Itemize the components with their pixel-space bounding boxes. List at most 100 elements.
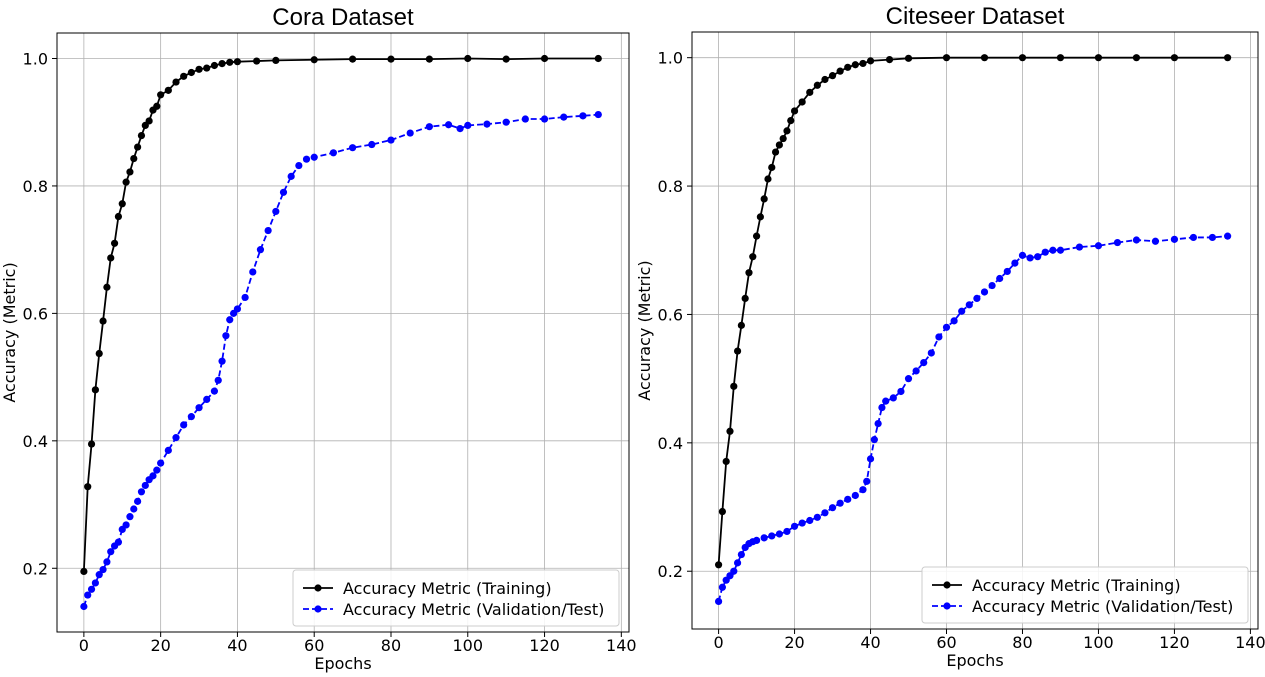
cora-data-point bbox=[126, 168, 134, 176]
citeseer-y-tick-label: 0.4 bbox=[658, 434, 683, 453]
citeseer-data-point bbox=[836, 67, 844, 75]
cora-y-axis-label: Accuracy (Metric) bbox=[0, 262, 19, 402]
cora-y-tick-label: 0.2 bbox=[23, 559, 48, 578]
citeseer-data-point bbox=[1056, 246, 1065, 254]
cora-data-point bbox=[233, 305, 242, 313]
citeseer-data-point bbox=[980, 54, 989, 62]
cora-x-tick-label: 40 bbox=[227, 636, 247, 655]
citeseer-data-point bbox=[775, 141, 783, 149]
citeseer-data-point bbox=[1049, 246, 1057, 254]
citeseer-data-point bbox=[1224, 232, 1232, 240]
citeseer-y-tick-label: 1.0 bbox=[658, 49, 683, 68]
citeseer-data-point bbox=[942, 54, 951, 62]
citeseer-data-point bbox=[1170, 235, 1179, 243]
citeseer-data-point bbox=[733, 559, 742, 567]
citeseer-data-point bbox=[958, 307, 966, 315]
citeseer-data-point bbox=[851, 491, 859, 500]
citeseer-data-point bbox=[897, 387, 905, 396]
cora-data-point bbox=[222, 332, 230, 340]
cora-data-point bbox=[126, 513, 134, 521]
cora-data-point bbox=[157, 91, 165, 99]
citeseer-data-point bbox=[927, 349, 935, 357]
citeseer-data-point bbox=[935, 333, 943, 341]
cora-data-point bbox=[137, 488, 146, 496]
cora-y-tick-label: 1.0 bbox=[23, 49, 48, 68]
citeseer-data-point bbox=[806, 516, 814, 525]
citeseer-x-tick-label: 40 bbox=[860, 633, 880, 652]
citeseer-data-point bbox=[859, 486, 867, 494]
citeseer-data-point bbox=[813, 81, 821, 89]
citeseer-data-point bbox=[1003, 267, 1011, 276]
citeseer-data-point bbox=[836, 499, 844, 507]
cora-data-point bbox=[456, 124, 464, 133]
cora-data-point bbox=[233, 58, 242, 66]
cora-data-point bbox=[99, 317, 107, 325]
citeseer-data-point bbox=[1041, 248, 1049, 256]
cora-data-point bbox=[444, 121, 453, 129]
cora-data-point bbox=[164, 86, 172, 94]
cora-data-point bbox=[80, 602, 88, 611]
cora-data-point bbox=[287, 172, 295, 180]
cora-data-point bbox=[134, 497, 142, 505]
citeseer-data-point bbox=[722, 457, 730, 466]
citeseer-data-point bbox=[733, 347, 742, 355]
citeseer-data-point bbox=[1132, 236, 1141, 244]
cora-data-point bbox=[110, 239, 119, 247]
citeseer-data-point bbox=[866, 455, 875, 463]
citeseer-data-point bbox=[1034, 253, 1042, 261]
citeseer-data-point bbox=[726, 427, 734, 435]
cora-data-point bbox=[464, 121, 472, 129]
citeseer-x-tick-label: 80 bbox=[1012, 633, 1032, 652]
citeseer-x-tick-label: 120 bbox=[1159, 633, 1190, 652]
citeseer-data-point bbox=[828, 504, 837, 512]
citeseer-data-point bbox=[1170, 54, 1179, 62]
citeseer-data-point bbox=[768, 532, 776, 540]
cora-data-point bbox=[226, 316, 234, 324]
citeseer-legend-label: Accuracy Metric (Validation/Test) bbox=[972, 597, 1233, 616]
cora-legend-label: Accuracy Metric (Validation/Test) bbox=[343, 600, 604, 619]
cora-data-point bbox=[153, 466, 161, 474]
cora-data-point bbox=[349, 144, 357, 152]
citeseer-data-point bbox=[1132, 54, 1141, 62]
cora-data-point bbox=[157, 459, 165, 467]
cora-data-point bbox=[130, 154, 138, 163]
citeseer-legend-box bbox=[921, 566, 1249, 624]
cora-data-point bbox=[134, 143, 142, 151]
cora-data-point bbox=[122, 521, 130, 529]
citeseer-y-tick-label: 0.8 bbox=[658, 177, 683, 196]
cora-data-point bbox=[272, 207, 280, 216]
cora-data-point bbox=[249, 268, 257, 276]
citeseer-data-point bbox=[950, 317, 958, 325]
citeseer-data-point bbox=[798, 519, 806, 527]
cora-data-point bbox=[80, 567, 88, 576]
citeseer-legend-swatch-marker bbox=[943, 602, 951, 610]
cora-data-point bbox=[329, 149, 337, 157]
citeseer-data-point bbox=[1224, 54, 1232, 62]
cora-data-point bbox=[483, 120, 491, 128]
cora-axes-frame bbox=[56, 32, 630, 633]
cora-data-point bbox=[310, 56, 318, 64]
cora-data-point bbox=[91, 579, 99, 587]
citeseer-legend-label: Accuracy Metric (Training) bbox=[972, 576, 1181, 595]
citeseer-data-point bbox=[813, 513, 821, 521]
citeseer-legend-swatch-marker bbox=[943, 581, 951, 589]
cora-x-tick-label: 120 bbox=[529, 636, 560, 655]
citeseer-data-point bbox=[714, 597, 723, 606]
cora-data-point bbox=[103, 558, 111, 566]
citeseer-data-point bbox=[790, 522, 799, 530]
cora-data-point bbox=[91, 386, 99, 394]
citeseer-data-point bbox=[768, 163, 776, 172]
citeseer-chart-panel: 0 20 40 60 80 100 120 140 0.2 0.4 0.6 0.8 1.0 Citesee… bbox=[635, 3, 1265, 670]
citeseer-x-tick-label: 20 bbox=[784, 633, 804, 652]
cora-data-point bbox=[425, 123, 433, 131]
cora-data-point bbox=[302, 155, 311, 163]
cora-data-point bbox=[464, 54, 472, 63]
citeseer-data-point bbox=[737, 321, 745, 329]
citeseer-data-point bbox=[889, 394, 897, 402]
citeseer-axes-frame bbox=[691, 31, 1259, 630]
cora-legend-swatch-marker bbox=[314, 584, 322, 592]
citeseer-data-point bbox=[771, 148, 780, 156]
cora-data-point bbox=[295, 161, 303, 170]
cora-data-point bbox=[210, 387, 218, 395]
cora-data-point bbox=[103, 283, 111, 291]
